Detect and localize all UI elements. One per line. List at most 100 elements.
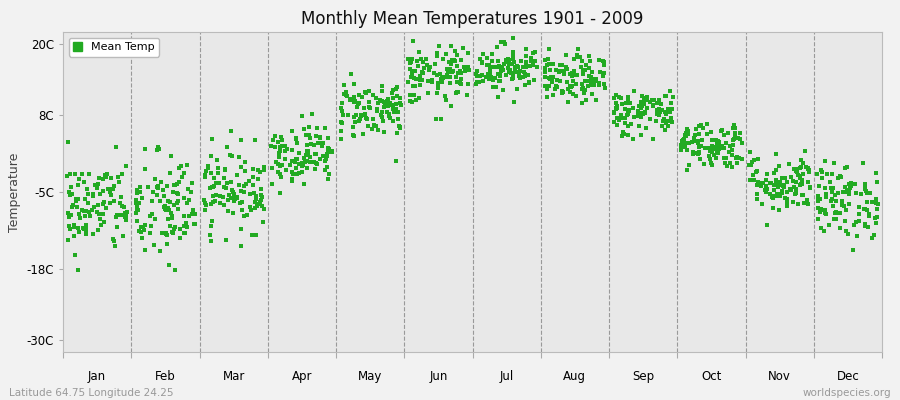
Point [246,166,260,172]
Point [796,160,810,166]
Point [160,232,175,238]
Point [406,68,420,74]
Point [635,109,650,116]
Point [354,113,368,119]
Point [759,182,773,189]
Point [578,67,592,73]
Point [712,138,726,145]
Point [828,210,842,216]
Point [482,72,497,78]
Point [386,118,400,125]
Point [288,156,302,162]
Point [161,216,176,222]
Point [829,216,843,222]
Point [344,71,358,77]
Point [309,133,323,140]
Point [729,159,743,166]
Point [228,193,242,200]
Point [211,165,225,171]
Point [796,170,810,177]
Point [624,120,638,127]
Point [377,103,392,110]
Point [166,182,181,188]
Point [607,109,621,116]
Point [292,170,306,177]
Point [407,92,421,99]
Point [570,54,584,61]
Point [379,98,393,104]
Point [548,83,562,89]
Point [794,181,808,187]
Point [616,129,630,136]
Point [767,182,781,188]
Point [234,243,248,249]
Point [88,181,103,188]
Point [358,112,373,118]
Point [302,148,316,154]
Point [596,72,610,79]
Point [714,128,728,134]
Point [319,155,333,162]
Point [448,58,463,64]
Point [288,136,302,142]
Point [522,80,536,86]
Point [434,76,448,82]
Point [553,62,567,69]
Point [450,89,464,95]
Point [803,184,817,190]
Point [724,164,739,170]
Point [285,178,300,184]
Point [584,74,598,80]
Point [506,56,520,62]
Point [81,190,95,197]
Point [637,98,652,105]
Point [561,98,575,105]
Point [325,148,339,154]
Point [314,143,328,150]
Point [513,74,527,81]
Point [299,132,313,138]
Point [842,189,856,195]
Point [801,165,815,172]
Point [575,85,590,91]
Point [519,64,534,70]
Point [221,208,236,214]
Point [859,188,873,194]
Point [150,144,165,151]
Point [346,114,361,120]
Point [793,174,807,181]
Point [582,65,597,72]
Point [237,188,251,195]
Point [173,226,187,233]
Point [608,95,622,102]
Point [413,77,428,83]
Point [436,74,450,81]
Point [389,86,403,93]
Point [257,167,272,173]
Point [497,39,511,46]
Point [553,78,567,84]
Point [650,100,664,106]
Point [858,181,872,187]
Point [674,147,688,154]
Point [859,223,873,229]
Point [70,266,85,273]
Point [609,115,624,121]
Point [763,190,778,197]
Point [120,208,134,215]
Point [704,160,718,166]
Point [826,185,841,191]
Point [322,171,337,178]
Point [556,88,571,95]
Point [279,167,293,173]
Point [633,103,647,109]
Point [680,128,695,134]
Point [566,91,580,97]
Point [772,163,787,170]
Point [616,115,630,121]
Point [691,150,706,156]
Point [149,184,164,190]
Point [360,116,374,123]
Point [483,69,498,75]
Point [166,228,180,235]
